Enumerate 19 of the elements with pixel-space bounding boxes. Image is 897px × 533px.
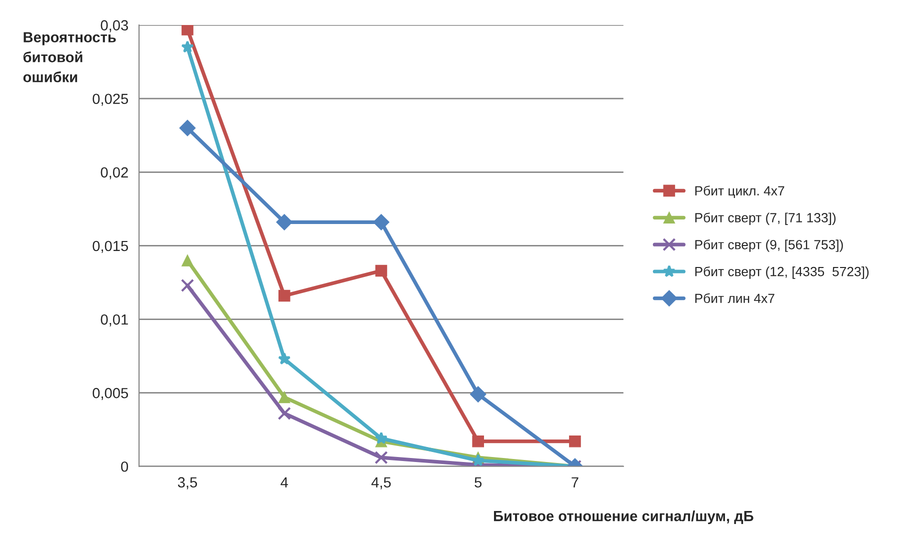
x-tick-label: 7 (572, 477, 578, 488)
x-tick-label: 5 (474, 477, 482, 488)
y-tick-label: 0,03 (100, 20, 128, 32)
y-tick-label: 0,015 (92, 240, 128, 253)
legend-label: Рбит сверт (7, [71 133]) (695, 212, 836, 225)
legend-label: Рбит цикл. 4x7 (695, 186, 784, 198)
legend-label: Рбит сверт (12, [4335 5723]) (695, 266, 869, 279)
legend-label: Рбит сверт (9, [561 753]) (695, 240, 843, 252)
x-tick-label: 4 (280, 477, 288, 488)
x-axis-title: Битовое отношение сигнал/шум, дБ (494, 510, 754, 524)
y-tick-label: 0 (121, 461, 128, 472)
y-tick-label: 0,025 (92, 94, 128, 106)
x-tick-label: 4,5 (371, 477, 391, 490)
y-tick-label: 0,01 (100, 314, 128, 326)
x-tick-label: 3,5 (178, 477, 197, 490)
y-tick-label: 0,02 (100, 167, 128, 180)
legend-label: Рбит лин 4x7 (695, 293, 774, 304)
y-axis-title: Вероятность битовой ошибки (23, 32, 116, 82)
y-tick-label: 0,005 (92, 388, 128, 400)
